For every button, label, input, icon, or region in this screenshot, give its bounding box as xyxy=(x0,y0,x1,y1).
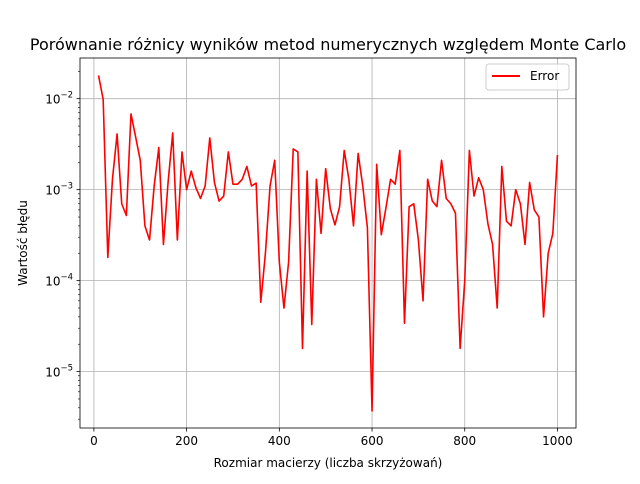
x-tick-label: 400 xyxy=(268,434,291,448)
chart-title: Porównanie różnicy wyników metod numeryc… xyxy=(30,35,626,54)
y-axis-label: Wartość błędu xyxy=(16,200,30,286)
y-axis: 10−510−410−310−2 xyxy=(45,70,80,420)
x-axis: 0 200 400 600 800 1000 xyxy=(90,428,573,448)
x-tick-label: 0 xyxy=(90,434,98,448)
y-tick-exponent: −5 xyxy=(60,364,73,374)
x-tick-label: 1000 xyxy=(542,434,573,448)
plot-area xyxy=(97,75,559,412)
y-tick-base: 10 xyxy=(45,275,60,289)
y-tick-label: 10−4 xyxy=(45,273,73,289)
x-tick-label: 800 xyxy=(453,434,476,448)
plot-frame xyxy=(79,57,577,429)
y-tick-base: 10 xyxy=(45,93,60,107)
series-line-error xyxy=(97,75,559,412)
y-tick-exponent: −2 xyxy=(60,91,73,101)
y-tick-base: 10 xyxy=(45,366,60,380)
y-tick-base: 10 xyxy=(45,184,60,198)
x-tick-label: 600 xyxy=(361,434,384,448)
grid xyxy=(80,58,576,428)
y-tick-label: 10−5 xyxy=(45,364,73,380)
x-tick-label: 200 xyxy=(175,434,198,448)
legend-box xyxy=(485,63,570,91)
legend: Error xyxy=(485,63,570,91)
y-tick-label: 10−3 xyxy=(45,182,73,198)
y-tick-label: 10−2 xyxy=(45,91,73,107)
x-axis-label: Rozmiar macierzy (liczba skrzyżowań) xyxy=(214,456,443,470)
y-tick-exponent: −4 xyxy=(60,273,73,283)
y-tick-exponent: −3 xyxy=(60,182,73,192)
legend-label: Error xyxy=(530,69,559,83)
